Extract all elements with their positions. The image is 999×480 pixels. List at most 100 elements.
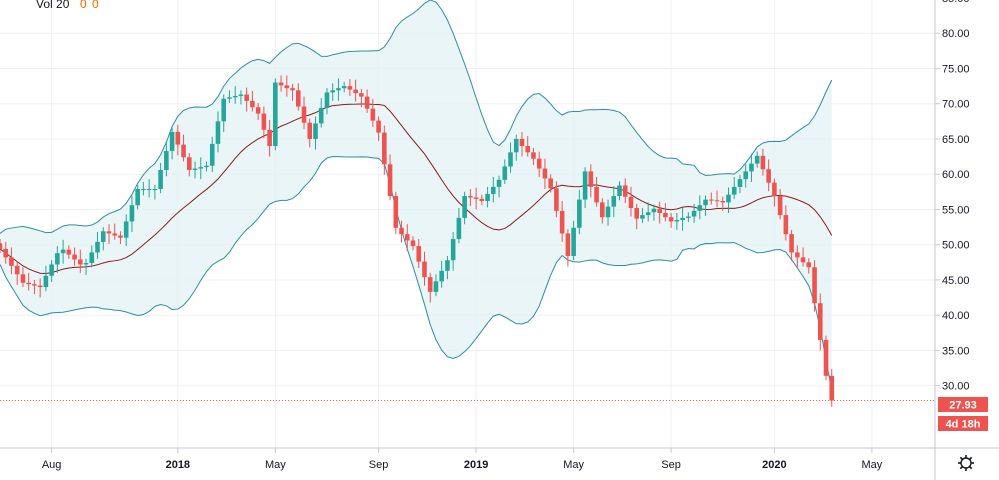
candle-body — [743, 171, 749, 180]
candle-body — [49, 264, 54, 276]
candle-body — [479, 198, 485, 201]
candle-body — [26, 282, 31, 285]
upper-band-line — [0, 0, 833, 234]
candle-body — [387, 164, 393, 197]
candle-body — [353, 89, 358, 94]
candle-body — [364, 96, 370, 109]
candle-body — [628, 196, 634, 209]
candle-body — [445, 260, 450, 271]
x-tick-label: May — [862, 459, 883, 471]
candle-body — [164, 150, 169, 170]
candle-body — [146, 189, 152, 191]
candle-body — [95, 241, 100, 253]
candle-body — [284, 85, 290, 89]
candle-body — [536, 158, 542, 169]
candle-body — [720, 200, 726, 203]
candle-body — [468, 196, 473, 198]
candle-body — [783, 215, 789, 235]
candle-body — [496, 179, 502, 187]
candle-body — [800, 257, 806, 263]
candle-body — [43, 275, 49, 287]
candlesticks — [0, 75, 835, 407]
candle-body — [795, 252, 800, 258]
candle-body — [491, 186, 496, 194]
y-tick-label: 35.00 — [942, 345, 970, 357]
legend-label: Vol 20 — [36, 0, 70, 11]
candle-body — [32, 284, 37, 286]
candle-body — [749, 163, 754, 172]
candle-body — [169, 131, 175, 151]
candle-body — [513, 138, 519, 153]
candle-body — [204, 165, 209, 168]
y-tick-label: 30.00 — [942, 381, 970, 393]
candle-body — [416, 246, 422, 262]
candle-body — [313, 123, 318, 139]
candle-body — [60, 249, 66, 254]
candle-body — [376, 120, 381, 133]
candle-body — [456, 217, 462, 240]
x-tick-label: Sep — [661, 459, 681, 471]
price-badges: 27.93 4d 18h — [938, 397, 988, 431]
candle-body — [301, 106, 307, 123]
candle-body — [823, 339, 829, 376]
candle-body — [404, 234, 410, 241]
candle-body — [290, 88, 295, 91]
candle-body — [221, 98, 227, 122]
candle-body — [336, 88, 341, 91]
candle-body — [571, 227, 576, 256]
candle-body — [158, 169, 163, 190]
x-tick-label: 2019 — [464, 459, 488, 471]
x-tick-label: May — [563, 459, 584, 471]
candle-body — [89, 252, 95, 264]
candle-body — [267, 129, 272, 146]
candle-body — [227, 97, 232, 99]
last-price-text: 27.93 — [949, 400, 977, 412]
candle-body — [37, 285, 43, 287]
candle-body — [324, 92, 330, 108]
candle-body — [215, 121, 221, 144]
candle-body — [542, 168, 548, 179]
moving-average — [0, 103, 833, 275]
candle-body — [548, 178, 553, 189]
candle-body — [192, 168, 198, 170]
candle-body — [485, 193, 490, 201]
y-tick-label: 50.00 — [942, 240, 970, 252]
candle-body — [622, 185, 628, 197]
candle-body — [691, 210, 697, 217]
candle-body — [726, 194, 731, 203]
countdown-badge — [938, 416, 988, 431]
candle-body — [760, 155, 766, 170]
candle-body — [347, 86, 353, 90]
candle-body — [502, 166, 508, 180]
candle-body — [525, 146, 531, 153]
candle-body — [777, 196, 783, 216]
candle-body — [605, 206, 611, 218]
candle-body — [72, 254, 77, 260]
candle-body — [651, 208, 657, 213]
y-tick-label: 75.00 — [942, 63, 970, 75]
candle-body — [508, 152, 513, 167]
candle-body — [519, 138, 525, 146]
candle-body — [708, 199, 714, 201]
candle-body — [531, 152, 536, 159]
candle-body — [829, 375, 835, 401]
candle-body — [273, 82, 278, 146]
candle-body — [663, 212, 668, 218]
candle-body — [100, 231, 106, 242]
candle-body — [611, 196, 617, 207]
y-tick-label: 55.00 — [942, 204, 970, 216]
candle-body — [0, 243, 3, 249]
candle-body — [318, 107, 324, 124]
candle-body — [680, 217, 685, 221]
y-tick-label: 80.00 — [942, 28, 970, 40]
band-fill — [0, 0, 832, 391]
settings-gear-icon[interactable] — [958, 455, 974, 471]
candle-body — [640, 215, 645, 219]
candle-body — [806, 262, 812, 268]
candle-body — [617, 185, 622, 197]
legend-value-2: 0 — [92, 0, 99, 11]
candle-body — [582, 171, 588, 200]
candle-body — [433, 281, 439, 292]
